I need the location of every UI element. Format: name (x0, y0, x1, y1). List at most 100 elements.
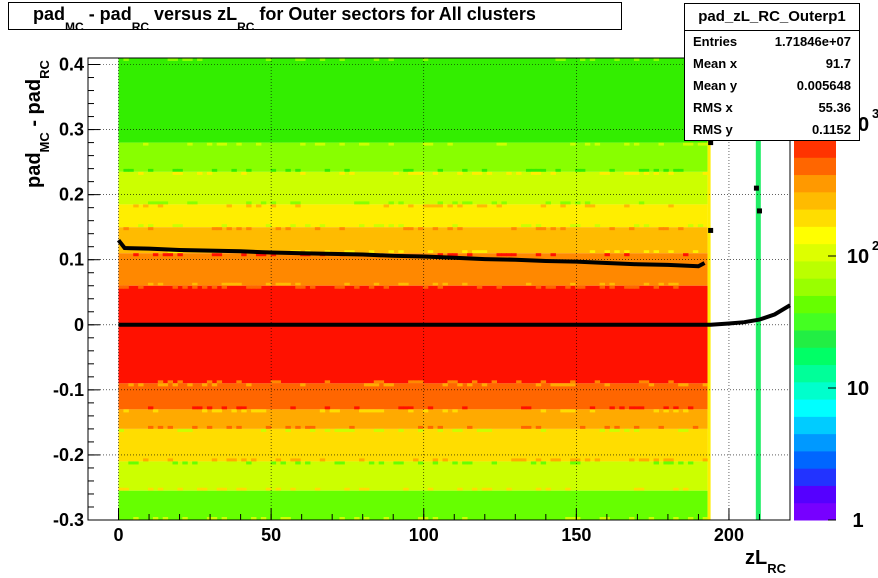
heat-cell (437, 285, 444, 289)
heat-cell (275, 487, 282, 491)
heat-cell (260, 201, 267, 205)
heat-cell (192, 425, 198, 429)
heat-cell (354, 201, 360, 205)
color-palette: 110102103 (794, 106, 878, 532)
heat-cell (609, 406, 615, 410)
heat-cell (530, 171, 537, 175)
palette-cell (794, 502, 836, 521)
data-point (708, 227, 714, 233)
heat-cell (192, 406, 198, 410)
heat-cell (481, 168, 488, 172)
heat-cell (359, 487, 365, 491)
heat-cell (319, 409, 326, 413)
heat-cell (314, 142, 321, 146)
heat-cell (589, 58, 596, 61)
heat-cell (368, 461, 375, 465)
heat-band (118, 409, 708, 429)
heat-cell (138, 383, 144, 387)
heat-cell (555, 458, 561, 462)
heat-cell (216, 380, 223, 384)
heat-cell (339, 461, 345, 465)
heat-cell (197, 58, 203, 61)
heat-cell (309, 425, 316, 429)
heat-cell (413, 380, 419, 384)
heat-cell (570, 380, 576, 384)
palette-cell (794, 278, 836, 296)
heat-cell (172, 383, 178, 387)
x-axis-label: zLRC (745, 547, 787, 576)
heat-cell (206, 142, 213, 146)
heat-cell (270, 201, 277, 205)
heat-cell (373, 409, 380, 413)
heat-cell (417, 425, 424, 429)
heat-cell (275, 227, 282, 231)
heat-cell (560, 58, 566, 61)
heat-cell (535, 227, 542, 231)
heat-cell (570, 383, 576, 387)
data-point (756, 208, 762, 214)
y-tick-label: 0.3 (59, 120, 84, 140)
palette-cell (794, 140, 836, 158)
heat-cell (290, 201, 296, 205)
heat-cell (555, 168, 561, 172)
heat-cell (211, 517, 218, 520)
heat-cell (255, 253, 262, 257)
heat-cell (437, 253, 444, 257)
heat-cell (535, 383, 542, 387)
heat-band (118, 461, 708, 491)
heat-cell (378, 428, 385, 432)
heat-cell (373, 383, 380, 387)
heat-cell (638, 380, 645, 384)
heat-cell (118, 428, 124, 432)
heat-cell (354, 406, 360, 410)
heat-cell (462, 517, 468, 520)
heat-cell (408, 168, 414, 172)
heat-cell (653, 168, 660, 172)
heat-cell (481, 428, 488, 432)
heat-cell (422, 58, 429, 61)
stats-value: 55.36 (818, 100, 851, 115)
heat-cell (182, 461, 188, 465)
heat-cell (192, 285, 198, 289)
heat-cell (624, 285, 630, 289)
heat-cell (575, 461, 581, 465)
heat-cell (246, 285, 252, 289)
heat-cell (570, 224, 576, 228)
heat-cell (437, 428, 444, 432)
y-tick-label: 0.4 (59, 55, 84, 75)
heat-cell (344, 250, 350, 254)
heat-band (118, 383, 708, 410)
heat-cell (535, 458, 542, 462)
heat-cell (447, 204, 453, 208)
heat-cell (187, 201, 193, 205)
palette-cell (794, 399, 836, 417)
heat-cell (221, 487, 228, 491)
heat-cell (314, 227, 321, 231)
heat-cell (334, 409, 340, 413)
stats-key: Mean y (693, 78, 738, 93)
heat-cell (182, 428, 188, 432)
heat-cell (147, 168, 154, 172)
heat-cell (177, 168, 183, 172)
heat-cell (589, 409, 596, 413)
heat-cell (575, 224, 581, 228)
heat-cell (147, 406, 154, 410)
heatmap-bands (118, 58, 761, 520)
heat-cell (236, 227, 242, 231)
heat-cell (471, 171, 478, 175)
heat-cell (555, 58, 561, 61)
heat-cell (687, 461, 694, 465)
heat-cell (432, 458, 439, 462)
heat-cell (319, 142, 326, 146)
heat-cell (378, 224, 385, 228)
heat-cell (560, 227, 566, 231)
heat-cell (452, 201, 458, 205)
heat-cell (624, 428, 630, 432)
heat-cell (521, 425, 527, 429)
heat-cell (417, 171, 424, 175)
heat-cell (663, 409, 669, 413)
heat-cell (437, 204, 444, 208)
heat-cell (216, 253, 223, 257)
heat-cell (398, 461, 404, 465)
heat-cell (192, 201, 198, 205)
